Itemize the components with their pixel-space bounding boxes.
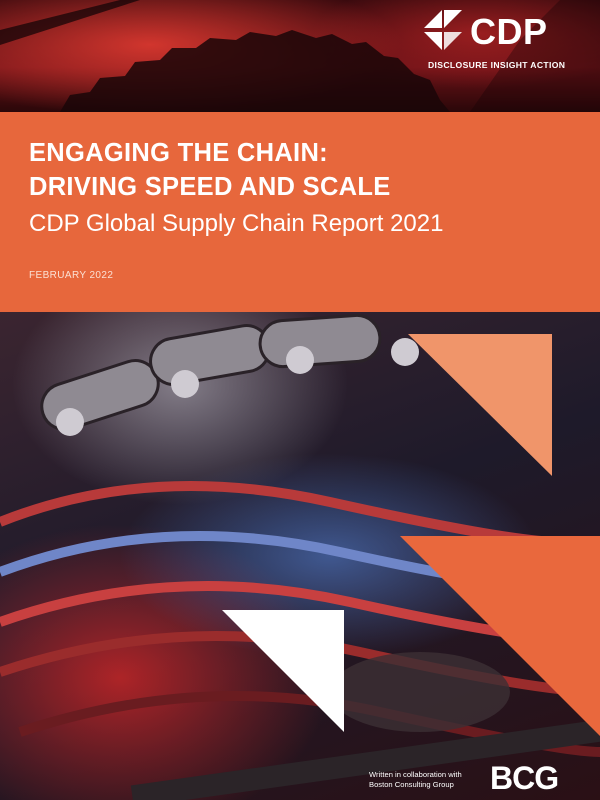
sprocket-silhouette: [0, 0, 600, 112]
chain-links: [40, 313, 382, 431]
report-title-line-2: DRIVING SPEED AND SCALE: [29, 173, 391, 201]
bottom-chain-photo: [0, 312, 600, 800]
triangle-light-orange: [408, 334, 552, 476]
triangle-orange: [400, 536, 600, 736]
report-title: ENGAGING THE CHAIN: DRIVING SPEED AND SC…: [29, 136, 391, 204]
report-title-line-1: ENGAGING THE CHAIN:: [29, 139, 328, 167]
chain-rollers: [56, 338, 419, 436]
axle-bar: [130, 718, 600, 800]
collaboration-line-2: Boston Consulting Group: [369, 780, 454, 789]
collaboration-line-1: Written in collaboration with: [369, 770, 462, 779]
triangle-white: [222, 610, 344, 732]
cdp-tagline: DISCLOSURE INSIGHT ACTION: [428, 60, 566, 70]
cdp-logo-mark-icon: [424, 10, 462, 50]
title-band: [0, 112, 600, 312]
cdp-logo: CDP DISCLOSURE INSIGHT ACTION: [420, 8, 580, 70]
publication-date: FEBRUARY 2022: [29, 270, 114, 281]
chain-and-triangles: [0, 313, 600, 800]
cdp-logo-text: CDP: [470, 11, 548, 52]
report-subtitle: CDP Global Supply Chain Report 2021: [29, 210, 444, 237]
hub: [330, 652, 510, 732]
bcg-logo: BCG: [490, 760, 559, 796]
collaboration-note: Written in collaboration with Boston Con…: [369, 770, 481, 790]
top-sprocket-photo: [0, 0, 600, 112]
